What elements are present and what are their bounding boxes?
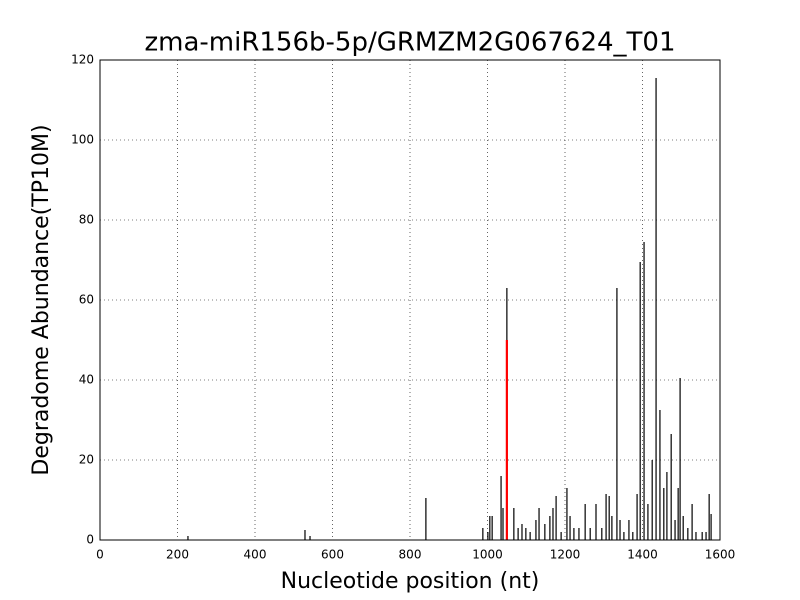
x-axis-label: Nucleotide position (nt) — [281, 569, 540, 594]
x-tick-label: 1400 — [627, 548, 658, 562]
x-tick-label: 1600 — [705, 548, 736, 562]
y-tick-label: 40 — [79, 373, 94, 387]
plot-frame — [99, 59, 721, 541]
x-tick-label: 400 — [244, 548, 267, 562]
chart-title: zma-miR156b-5p/GRMZM2G067624_T01 — [144, 28, 675, 58]
x-tick-label: 600 — [321, 548, 344, 562]
x-tick-label: 0 — [96, 548, 104, 562]
y-tick-label: 20 — [79, 453, 94, 467]
y-axis-label: Degradome Abundance(TP10M) — [29, 124, 54, 475]
y-tick-label: 100 — [71, 133, 94, 147]
x-tick-label: 800 — [399, 548, 422, 562]
y-tick-label: 120 — [71, 53, 94, 67]
y-tick-label: 80 — [79, 213, 94, 227]
x-tick-label: 1200 — [550, 548, 581, 562]
y-tick-label: 60 — [79, 293, 94, 307]
x-tick-label: 200 — [166, 548, 189, 562]
y-tick-label: 0 — [86, 533, 94, 547]
x-tick-label: 1000 — [472, 548, 503, 562]
